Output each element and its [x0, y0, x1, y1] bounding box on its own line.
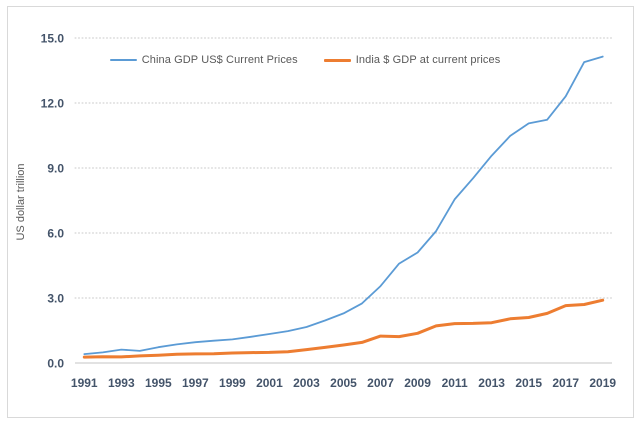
series-line-china [83, 55, 604, 356]
chart-legend: China GDP US$ Current Prices India $ GDP… [0, 54, 625, 66]
x-tick-label: 1993 [108, 376, 135, 390]
india-line-swatch [323, 58, 351, 62]
y-tick-label: 15.0 [41, 32, 65, 46]
x-tick-label: 2011 [442, 376, 468, 390]
x-tick-label: 1997 [182, 376, 209, 390]
legend-label-india: India $ GDP at current prices [355, 54, 501, 66]
y-tick-label: 12.0 [41, 97, 65, 111]
x-tick-label: 2001 [256, 376, 283, 390]
x-tick-label: 1991 [71, 376, 98, 390]
series-line-india [82, 298, 605, 359]
x-tick-label: 2013 [478, 376, 505, 390]
y-tick-label: 9.0 [47, 162, 64, 176]
y-tick-label: 3.0 [47, 292, 64, 306]
x-tick-label: 1995 [145, 376, 172, 390]
x-tick-label: 1999 [219, 376, 246, 390]
x-tick-label: 2007 [367, 376, 394, 390]
x-tick-label: 2003 [293, 376, 320, 390]
y-tick-label: 6.0 [47, 227, 64, 241]
x-tick-label: 2019 [589, 376, 616, 390]
x-tick-label: 2017 [552, 376, 579, 390]
legend-label-china: China GDP US$ Current Prices [141, 54, 298, 66]
x-tick-label: 2015 [515, 376, 542, 390]
legend-item-india: India $ GDP at current prices [323, 54, 501, 66]
china-line-swatch [109, 59, 137, 61]
x-tick-label: 2009 [404, 376, 431, 390]
legend-item-china: China GDP US$ Current Prices [109, 54, 298, 66]
y-tick-label: 0.0 [47, 357, 64, 371]
y-axis-title: US dollar trillion [15, 163, 27, 241]
x-tick-label: 2005 [330, 376, 357, 390]
